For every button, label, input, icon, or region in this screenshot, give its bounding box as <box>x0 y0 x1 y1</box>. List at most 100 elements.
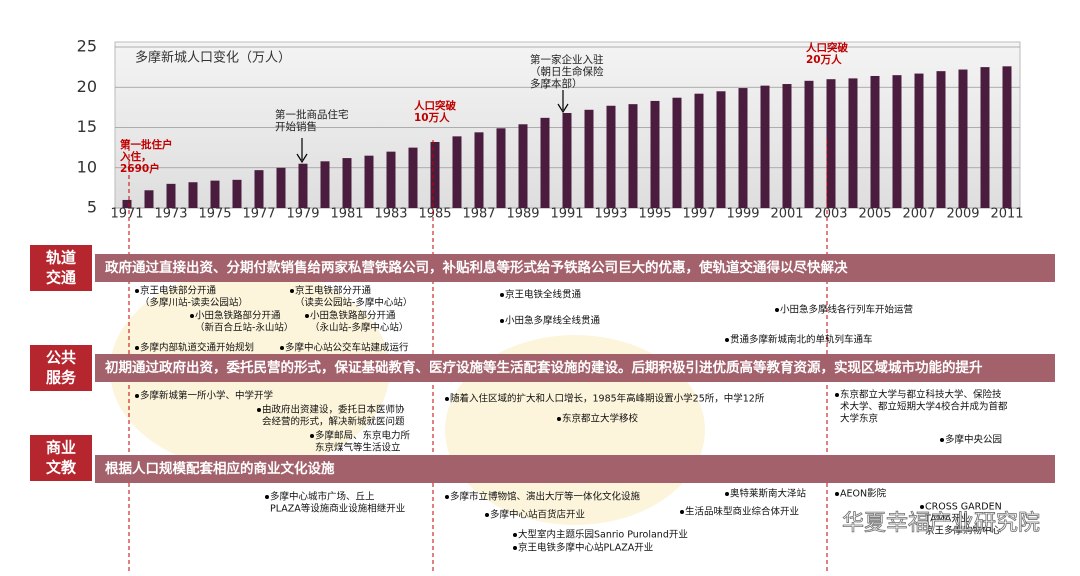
section-label: 交通 <box>46 269 76 287</box>
bar <box>804 80 814 208</box>
item-text: 大学东京 <box>840 413 878 425</box>
bar <box>760 85 770 208</box>
item-text: 多摩新城第一所小学、中学开学 <box>140 390 273 402</box>
bullet <box>280 346 284 350</box>
bar <box>870 75 880 208</box>
y-tick-label: 10 <box>77 157 97 176</box>
bullet <box>257 408 261 412</box>
item-text: 大型室内主题乐园Sanrio Puroland开业 <box>518 529 688 541</box>
bullet <box>500 319 504 323</box>
bullet <box>305 314 309 318</box>
annotation: 开始销售 <box>275 120 317 133</box>
banner <box>95 254 1055 282</box>
bar <box>892 75 902 208</box>
annotation: 第一批商品住宅 <box>275 108 349 121</box>
item-text: 小田急多摩线各行列车开始运营 <box>780 304 913 316</box>
x-tick-label: 1977 <box>242 207 275 222</box>
section-label-box <box>30 435 92 481</box>
bar <box>430 141 440 208</box>
item-text: 多摩中心城市广场、丘上 <box>270 491 375 503</box>
bullet <box>513 546 517 550</box>
annotation: 第一家企业入驻 <box>530 53 604 66</box>
bullet <box>310 434 314 438</box>
section-label: 服务 <box>46 369 77 387</box>
bar <box>320 161 330 208</box>
item-text: 多摩邮局、东京电力所 <box>315 430 411 442</box>
item-text: （永山站-多摩中心站） <box>310 322 408 334</box>
annotation: 20万人 <box>806 53 842 66</box>
bar <box>694 93 704 208</box>
bullet <box>835 492 839 496</box>
x-tick-label: 2001 <box>770 207 803 222</box>
bar <box>914 73 924 208</box>
item-text: 多摩市立博物馆、演出大厅等一体化文化设施 <box>450 491 641 503</box>
item-text: 会经营的形式，解决新城就医问题 <box>262 416 405 428</box>
bar <box>958 69 968 208</box>
bullet <box>445 495 449 499</box>
bar <box>386 151 396 208</box>
item-text: 生活品味型商业综合体开业 <box>685 506 799 518</box>
item-text: 京王电铁部分开通 <box>295 285 372 297</box>
bullet <box>680 510 684 514</box>
item-text: 东京都立大学移校 <box>562 413 639 425</box>
x-tick-label: 1983 <box>374 207 407 222</box>
x-tick-label: 1985 <box>418 207 451 222</box>
item-text: 由政府出资建设，委托日本医师协 <box>262 404 405 416</box>
section-label: 文教 <box>46 459 77 477</box>
item-text: 多摩内部轨道交通开始规划 <box>140 342 254 354</box>
item-text: 小田急铁路部分开通 <box>195 310 281 322</box>
annotation: 多摩本部） <box>530 77 583 90</box>
bullet <box>485 513 489 517</box>
bar <box>342 158 352 208</box>
bar <box>144 190 154 208</box>
bullet <box>513 533 517 537</box>
x-tick-label: 2009 <box>946 207 979 222</box>
item-text: 京王多摩购物中心 <box>925 525 1002 537</box>
bar <box>254 170 264 208</box>
bar <box>452 136 462 208</box>
item-text: 奥特莱斯南大泽站 <box>730 488 807 500</box>
bullet <box>290 289 294 293</box>
bar <box>672 97 682 208</box>
y-tick-label: 20 <box>77 77 97 96</box>
bar <box>826 79 836 208</box>
item-text: TAMA开业 <box>924 514 970 525</box>
section-label: 公共 <box>46 349 76 367</box>
item-text: 京王电铁全线贯通 <box>505 289 582 301</box>
bullet <box>135 346 139 350</box>
annotation: 2690户 <box>120 162 160 175</box>
item-text: 京王电铁多摩中心站PLAZA开业 <box>518 542 653 554</box>
bar <box>936 71 946 209</box>
x-tick-label: 2003 <box>814 207 847 222</box>
item-text: 多摩中心站百货店开业 <box>490 509 585 521</box>
y-tick-label: 15 <box>77 117 97 136</box>
bar <box>782 84 792 208</box>
bullet <box>445 397 449 401</box>
annotation: 10万人 <box>414 111 450 124</box>
bullet <box>725 338 729 342</box>
bullet <box>557 417 561 421</box>
x-tick-label: 1995 <box>638 207 671 222</box>
x-tick-label: 1979 <box>286 207 319 222</box>
bar <box>188 182 198 208</box>
arrow-head <box>296 153 308 164</box>
banner-text: 初期通过政府出资，委托民营的形式，保证基础教育、医疗设施等生活配套设施的建设。后… <box>105 359 983 376</box>
item-text: 小田急铁路部分开通 <box>310 310 396 322</box>
bar <box>474 132 484 208</box>
bar <box>980 67 990 208</box>
item-text: 小田急多摩线全线贯通 <box>505 315 601 327</box>
bullet <box>725 492 729 496</box>
bar <box>518 124 528 208</box>
section-label: 轨道 <box>46 249 76 267</box>
banner-text: 政府通过直接出资、分期付款销售给两家私营铁路公司，补贴利息等形式给予铁路公司巨大… <box>105 259 848 276</box>
bar <box>408 147 418 208</box>
x-tick-label: 1987 <box>462 207 495 222</box>
bar <box>1002 66 1012 208</box>
item-text: 东京煤气等生活设立 <box>315 442 401 454</box>
annotation: 入住， <box>120 150 152 163</box>
x-tick-label: 1971 <box>110 207 143 222</box>
chart-title: 多摩新城人口变化（万人） <box>135 50 291 66</box>
bar <box>166 183 176 208</box>
banner <box>95 354 1055 382</box>
